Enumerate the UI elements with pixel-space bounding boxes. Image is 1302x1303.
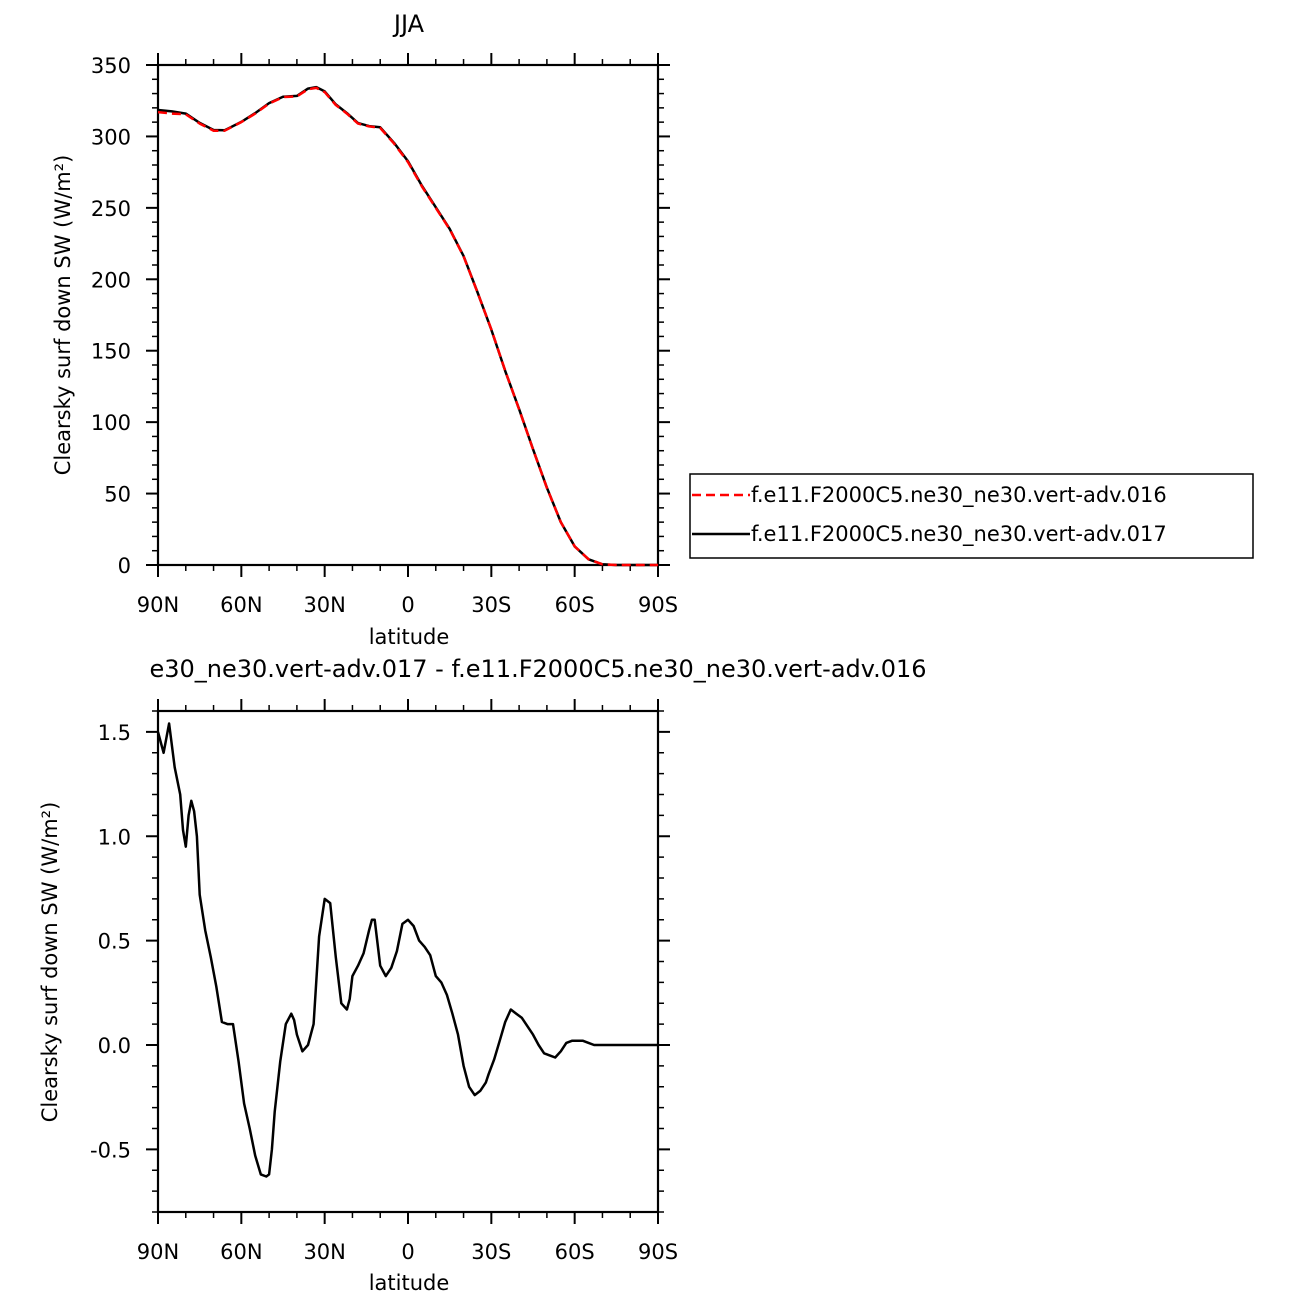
top-panel-series-017 (157, 85, 658, 567)
legend: f.e11.F2000C5.ne30_ne30.vert-adv.016 f.e… (689, 473, 1254, 559)
bottom-panel-title: e30_ne30.vert-adv.017 - f.e11.F2000C5.ne… (149, 655, 926, 683)
bottom-panel-xtick-label: 60S (555, 1240, 595, 1264)
bottom-panel: e30_ne30.vert-adv.017 - f.e11.F2000C5.ne… (38, 655, 927, 1295)
bottom-panel-xlabel: latitude (369, 1271, 450, 1295)
bottom-panel-frame (156, 709, 660, 1214)
bottom-panel-ytick-label: -0.5 (90, 1138, 131, 1162)
top-panel-ytick-label: 300 (91, 125, 131, 149)
bottom-panel-ytick-label: 0.0 (98, 1034, 131, 1058)
top-panel-ytick-label: 100 (91, 411, 131, 435)
bottom-panel-xtick-label: 30N (303, 1240, 345, 1264)
top-panel-ylabel: Clearsky surf down SW (W/m²) (51, 155, 75, 476)
bottom-panel-series-difference (156, 722, 658, 1178)
top-panel-xtick-label: 60N (220, 593, 262, 617)
top-panel-ytick-label: 50 (104, 483, 131, 507)
bottom-panel-ylabel: Clearsky surf down SW (W/m²) (38, 802, 62, 1123)
top-panel: JJA Clearsky surf down SW (W/m²) latitud… (51, 10, 678, 649)
legend-label-016: f.e11.F2000C5.ne30_ne30.vert-adv.016 (751, 483, 1167, 508)
top-panel-xtick-label: 90S (638, 593, 678, 617)
bottom-panel-xtick-label: 90S (638, 1240, 678, 1264)
bottom-panel-xtick-label: 60N (220, 1240, 262, 1264)
top-panel-ytick-label: 350 (91, 54, 131, 78)
legend-box (689, 473, 1254, 559)
top-panel-title: JJA (392, 10, 425, 38)
top-panel-ytick-label: 250 (91, 197, 131, 221)
bottom-panel-xtick-label: 30S (471, 1240, 511, 1264)
top-panel-series-016 (157, 86, 658, 567)
bottom-panel-xtick-label: 0 (401, 1240, 414, 1264)
top-panel-ytick-label: 150 (91, 340, 131, 364)
bottom-panel-xtick-label: 90N (137, 1240, 179, 1264)
top-panel-ytick-label: 200 (91, 268, 131, 292)
bottom-panel-ytick-label: 1.0 (98, 825, 131, 849)
top-panel-xlabel: latitude (369, 625, 450, 649)
bottom-panel-ytick-label: 1.5 (98, 721, 131, 745)
top-panel-xtick-label: 90N (137, 593, 179, 617)
top-panel-xtick-label: 0 (401, 593, 414, 617)
top-panel-xtick-label: 60S (555, 593, 595, 617)
top-panel-xtick-label: 30S (471, 593, 511, 617)
bottom-panel-ytick-label: 0.5 (98, 930, 131, 954)
legend-label-017: f.e11.F2000C5.ne30_ne30.vert-adv.017 (751, 522, 1167, 547)
top-panel-ytick-label: 0 (118, 554, 131, 578)
top-panel-frame (156, 63, 660, 567)
top-panel-xtick-label: 30N (303, 593, 345, 617)
